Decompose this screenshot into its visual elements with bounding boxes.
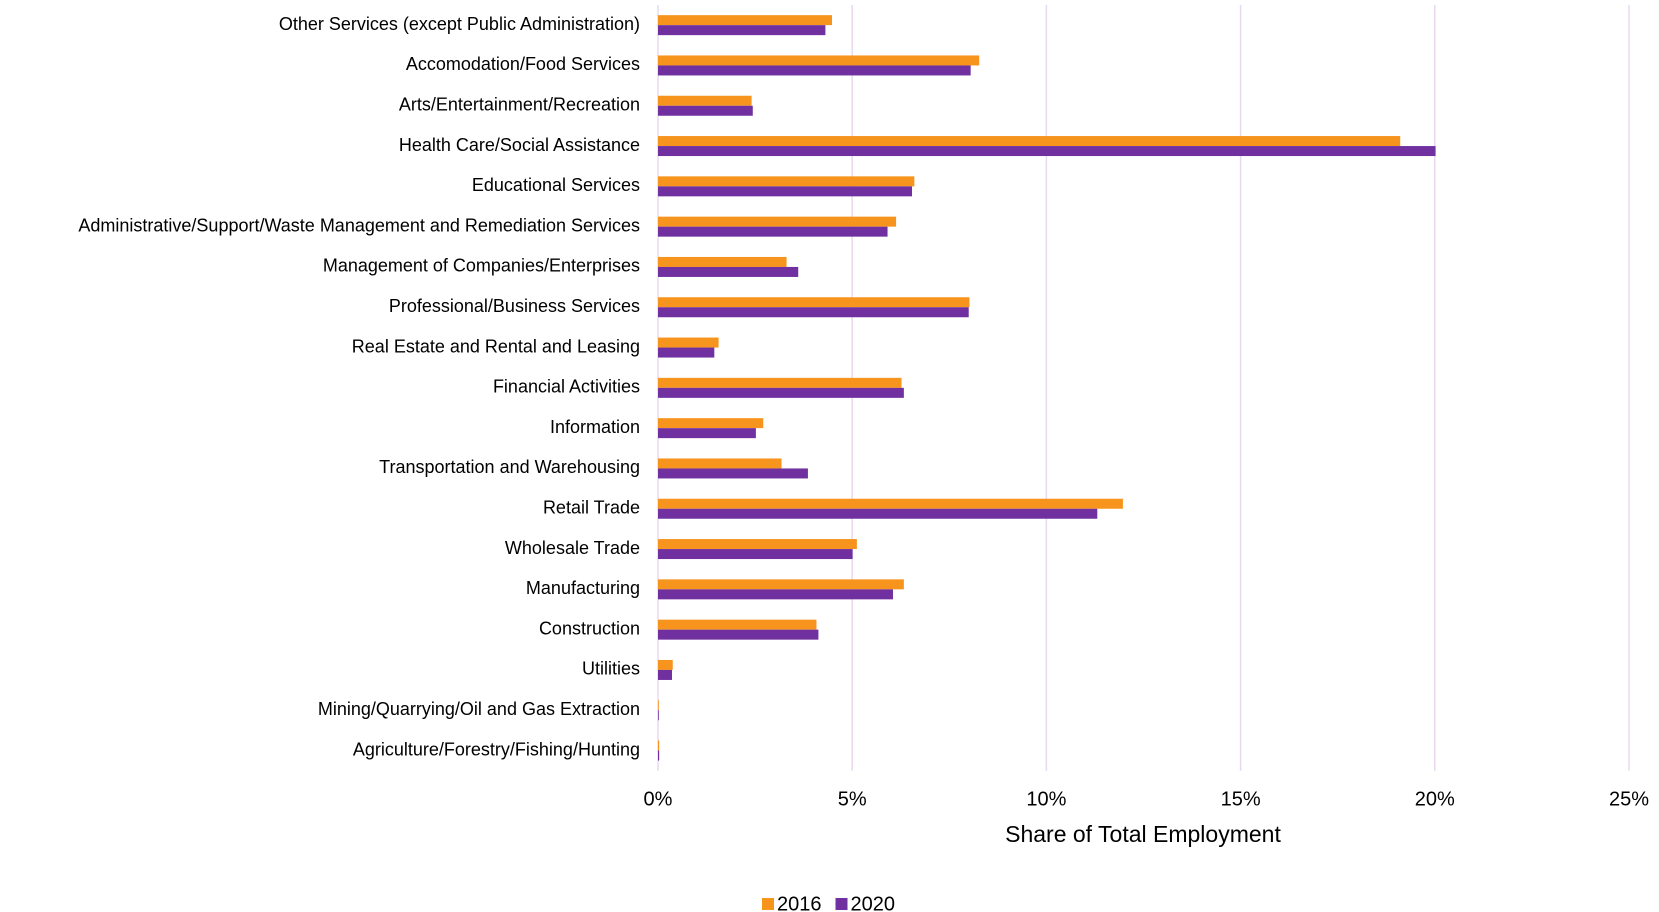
bar bbox=[658, 146, 1436, 157]
bar bbox=[658, 307, 969, 318]
bar bbox=[658, 226, 888, 237]
bar bbox=[658, 508, 1098, 519]
bar bbox=[658, 549, 853, 560]
bar bbox=[658, 629, 819, 640]
y-tick-label: Arts/Entertainment/Recreation bbox=[399, 95, 640, 115]
bar bbox=[658, 266, 799, 277]
y-tick-label: Manufacturing bbox=[526, 578, 640, 598]
y-tick-label: Transportation and Warehousing bbox=[379, 457, 640, 477]
y-tick-label: Wholesale Trade bbox=[505, 538, 640, 558]
bar bbox=[658, 669, 672, 680]
bar bbox=[658, 95, 752, 106]
bar bbox=[658, 589, 893, 600]
x-tick-label: 20% bbox=[1415, 788, 1455, 810]
bar bbox=[658, 700, 659, 711]
bar bbox=[658, 468, 808, 479]
bar bbox=[658, 65, 971, 76]
y-tick-label: Construction bbox=[539, 618, 640, 638]
y-tick-label: Professional/Business Services bbox=[389, 296, 640, 316]
x-tick-label: 10% bbox=[1026, 788, 1066, 810]
y-tick-label: Management of Companies/Enterprises bbox=[323, 256, 640, 276]
bar bbox=[658, 750, 660, 761]
bar bbox=[658, 710, 659, 721]
bar bbox=[658, 25, 826, 36]
y-tick-label: Retail Trade bbox=[543, 498, 640, 518]
bar bbox=[658, 539, 857, 550]
y-tick-label: Other Services (except Public Administra… bbox=[279, 14, 640, 34]
x-tick-label: 15% bbox=[1221, 788, 1261, 810]
y-tick-label: Agriculture/Forestry/Fishing/Hunting bbox=[353, 739, 640, 759]
bar bbox=[658, 256, 787, 267]
bar bbox=[658, 105, 753, 116]
y-tick-label: Financial Activities bbox=[493, 377, 640, 397]
x-tick-label: 0% bbox=[644, 788, 673, 810]
bar bbox=[658, 347, 715, 358]
y-tick-label: Information bbox=[550, 417, 640, 437]
legend-label: 2016 bbox=[777, 893, 822, 912]
x-tick-label: 25% bbox=[1609, 788, 1649, 810]
bar bbox=[658, 659, 673, 670]
bar bbox=[658, 15, 833, 26]
bar bbox=[658, 186, 913, 197]
y-tick-label: Mining/Quarrying/Oil and Gas Extraction bbox=[318, 699, 640, 719]
y-tick-label: Utilities bbox=[582, 659, 640, 679]
bar bbox=[658, 619, 817, 630]
x-tick-label: 5% bbox=[838, 788, 867, 810]
bar bbox=[658, 176, 915, 187]
bar bbox=[658, 377, 902, 388]
bar bbox=[658, 458, 782, 469]
y-tick-label: Real Estate and Rental and Leasing bbox=[352, 336, 640, 356]
y-tick-label: Administrative/Support/Waste Management … bbox=[78, 215, 640, 235]
bar bbox=[658, 216, 897, 227]
legend-swatch bbox=[762, 898, 774, 910]
bar bbox=[658, 136, 1401, 147]
bar bbox=[658, 498, 1123, 509]
bar bbox=[658, 337, 719, 348]
bar bbox=[658, 428, 756, 439]
legend-swatch bbox=[835, 898, 848, 910]
bar bbox=[658, 740, 660, 751]
bar bbox=[658, 297, 970, 308]
bar bbox=[658, 579, 904, 590]
x-axis-title: Share of Total Employment bbox=[1005, 821, 1281, 847]
y-tick-label: Educational Services bbox=[472, 175, 640, 195]
bar bbox=[658, 418, 764, 429]
bar bbox=[658, 55, 980, 66]
bar bbox=[658, 387, 904, 398]
y-tick-label: Health Care/Social Assistance bbox=[399, 135, 640, 155]
legend-label: 2020 bbox=[851, 893, 896, 912]
y-tick-label: Accomodation/Food Services bbox=[406, 54, 640, 74]
